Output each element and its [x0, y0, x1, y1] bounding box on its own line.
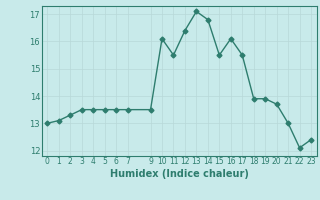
X-axis label: Humidex (Indice chaleur): Humidex (Indice chaleur) — [110, 169, 249, 179]
